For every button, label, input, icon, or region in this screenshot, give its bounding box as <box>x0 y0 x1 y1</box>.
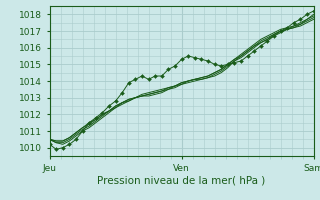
X-axis label: Pression niveau de la mer( hPa ): Pression niveau de la mer( hPa ) <box>98 175 266 185</box>
